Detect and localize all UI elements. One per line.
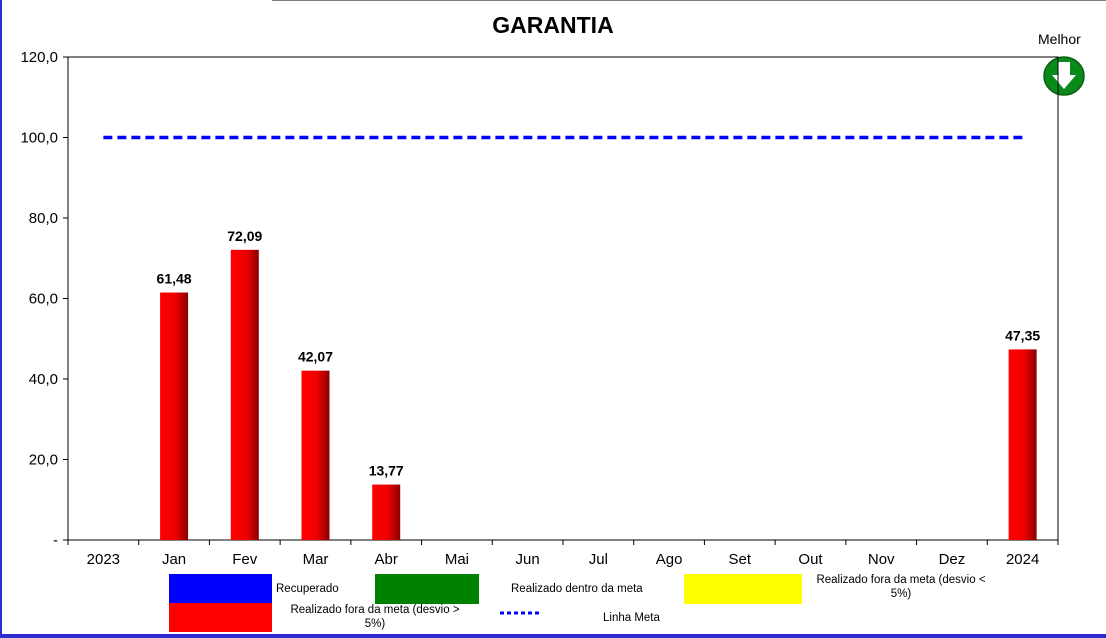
legend-label-fora-meta-menor: Realizado fora da meta (desvio < 5%) bbox=[816, 574, 986, 600]
bar bbox=[230, 249, 259, 540]
x-tick-label: Fev bbox=[232, 551, 258, 568]
x-tick-label: Mar bbox=[303, 551, 329, 568]
y-tick-label: 80,0 bbox=[29, 210, 58, 227]
data-label: 42,07 bbox=[298, 349, 333, 365]
x-tick-label: Dez bbox=[939, 551, 966, 568]
data-label: 13,77 bbox=[369, 463, 404, 479]
y-tick-label: - bbox=[53, 532, 58, 549]
frame-top-border bbox=[272, 0, 1106, 5]
x-tick-label: Jun bbox=[516, 551, 540, 568]
plot-area bbox=[67, 56, 1059, 541]
y-tick-label: 120,0 bbox=[20, 49, 58, 66]
data-label: 72,09 bbox=[227, 228, 262, 244]
better-direction-label: Melhor bbox=[1038, 31, 1081, 47]
y-tick-label: 60,0 bbox=[29, 291, 58, 308]
y-tick-label: 20,0 bbox=[29, 452, 58, 469]
frame-left-border bbox=[0, 0, 2, 638]
legend-label-fora-meta-maior: Realizado fora da meta (desvio > 5%) bbox=[290, 604, 460, 630]
x-tick-label: Jul bbox=[589, 551, 608, 568]
legend-label-linha-meta: Linha Meta bbox=[603, 612, 660, 624]
bar bbox=[160, 292, 189, 540]
x-tick-label: Nov bbox=[868, 551, 895, 568]
legend-label-recuperado: Recuperado bbox=[276, 583, 339, 595]
x-tick-label: Mai bbox=[445, 551, 469, 568]
bar bbox=[301, 370, 330, 540]
x-tick-label: Ago bbox=[656, 551, 683, 568]
x-tick-label: Set bbox=[729, 551, 752, 568]
legend-swatch-fora-meta-menor bbox=[684, 574, 802, 604]
bar bbox=[1008, 349, 1037, 540]
y-tick-label: 40,0 bbox=[29, 371, 58, 388]
x-tick-label: Jan bbox=[162, 551, 186, 568]
chart-title: GARANTIA bbox=[492, 12, 614, 38]
bar bbox=[372, 484, 401, 540]
frame-bottom-border bbox=[0, 634, 1106, 638]
data-label: 47,35 bbox=[1005, 327, 1040, 343]
legend-swatch-fora-meta-maior bbox=[169, 603, 272, 632]
y-tick-label: 100,0 bbox=[20, 130, 58, 147]
data-label: 61,48 bbox=[157, 271, 192, 287]
x-tick-label: 2024 bbox=[1006, 551, 1039, 568]
x-tick-label: 2023 bbox=[87, 551, 120, 568]
legend-label-dentro-meta: Realizado dentro da meta bbox=[511, 583, 643, 595]
x-tick-label: Out bbox=[798, 551, 823, 568]
x-tick-label: Abr bbox=[375, 551, 398, 568]
legend-swatch-dentro-meta bbox=[375, 574, 479, 604]
legend-line-meta bbox=[500, 611, 540, 615]
legend-swatch-recuperado bbox=[169, 574, 272, 604]
